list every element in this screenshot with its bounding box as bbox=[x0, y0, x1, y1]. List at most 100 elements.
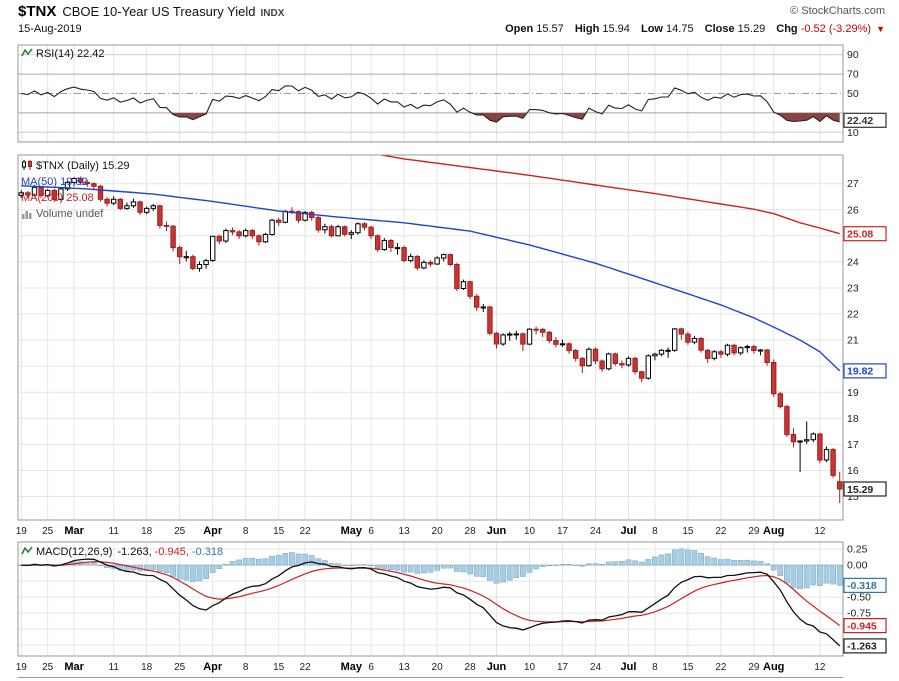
last-value-box bbox=[843, 363, 887, 379]
date-tick-label: Jul bbox=[621, 661, 637, 673]
date-tick-label: 13 bbox=[399, 526, 411, 537]
svg-text:15.29: 15.29 bbox=[847, 484, 873, 496]
price-panel: 27 26 24 23 22 21 19 18 17 16 15 25.08 19.82 15.29 bbox=[17, 154, 887, 521]
date-tick-label: 19 bbox=[16, 526, 28, 537]
axis-label: 23 bbox=[847, 282, 859, 294]
macd-signal-line bbox=[21, 561, 841, 627]
date-tick-label: 18 bbox=[141, 662, 153, 673]
volume-legend-row: Volume undef bbox=[21, 206, 130, 222]
date-tick-label: 6 bbox=[368, 526, 374, 537]
date-tick-label: 25 bbox=[42, 662, 54, 673]
candlestick-icon bbox=[21, 159, 33, 176]
date-tick-label: 15 bbox=[682, 662, 694, 673]
rsi-panel-border bbox=[17, 44, 844, 143]
svg-text:22.42: 22.42 bbox=[847, 115, 873, 127]
date-tick-label: Jul bbox=[621, 525, 637, 537]
exchange-label: INDX bbox=[260, 8, 285, 19]
date-tick-label: 12 bbox=[814, 662, 826, 673]
volume-bars-icon bbox=[21, 208, 33, 224]
indicator-icon bbox=[21, 47, 33, 62]
date-tick-label: Mar bbox=[64, 525, 84, 537]
date-tick-label: 17 bbox=[557, 662, 569, 673]
axis-label: 19 bbox=[847, 387, 859, 399]
ma50-line bbox=[21, 185, 841, 372]
date-tick-label: 12 bbox=[814, 526, 826, 537]
date-tick-label: Apr bbox=[203, 661, 223, 673]
last-value-box bbox=[843, 226, 887, 242]
volume-label: Volume undef bbox=[36, 208, 104, 220]
date-tick-label: 15 bbox=[273, 662, 285, 673]
axis-label: 17 bbox=[847, 439, 859, 451]
axis-label: -0.75 bbox=[847, 608, 871, 620]
last-value-box bbox=[843, 481, 887, 497]
axis-label: 10 bbox=[847, 127, 859, 139]
chg-label: Chg bbox=[776, 23, 798, 35]
date-tick-label: 11 bbox=[109, 526, 120, 537]
price-panel-border bbox=[17, 154, 844, 521]
date-tick-label: 15 bbox=[682, 526, 694, 537]
macd-panel: 0.25 0.00 -0.50 -0.75 -0.318 -0.945 -1.263 bbox=[17, 541, 887, 657]
date-tick-label: 18 bbox=[141, 526, 153, 537]
date-tick-label: 22 bbox=[300, 662, 312, 673]
low-value: 14.75 bbox=[666, 23, 694, 35]
rsi-label: RSI(14) 22.42 bbox=[36, 48, 105, 60]
macd-signal-value: -0.945, bbox=[154, 546, 189, 558]
chart-date: 15-Aug-2019 bbox=[18, 23, 82, 35]
indicator-icon bbox=[21, 545, 33, 560]
last-value-box bbox=[843, 577, 887, 594]
axis-label: 27 bbox=[847, 178, 859, 190]
date-tick-label: 19 bbox=[16, 662, 28, 673]
date-tick-label: 13 bbox=[399, 662, 411, 673]
x-axis-top: 19 25 Mar 11 18 25 Apr 8 15 22 May 6 13 20 28 Jun 10 17 24… bbox=[16, 525, 826, 537]
x-axis-bottom: 19 25 Mar 11 18 25 Apr 8 15 22 May 6 13 20 28 Jun 10 17 24… bbox=[16, 661, 826, 673]
ma50-legend: MA(50) 19.82 bbox=[21, 176, 88, 188]
date-tick-label: 10 bbox=[524, 526, 536, 537]
date-tick-label: 24 bbox=[590, 526, 602, 537]
svg-text:-0.945: -0.945 bbox=[847, 620, 877, 632]
date-tick-label: Aug bbox=[763, 525, 784, 537]
date-tick-label: 20 bbox=[432, 662, 444, 673]
date-tick-label: 25 bbox=[174, 662, 186, 673]
date-tick-label: 28 bbox=[465, 526, 477, 537]
ma200-line bbox=[377, 155, 840, 235]
chart-header: $TNX CBOE 10-Year US Treasury Yield INDX bbox=[18, 3, 284, 21]
svg-text:-1.263: -1.263 bbox=[847, 641, 877, 653]
date-tick-label: 22 bbox=[715, 526, 727, 537]
macd-panel-border bbox=[17, 541, 844, 657]
date-tick-label: 8 bbox=[243, 662, 249, 673]
date-tick-label: 25 bbox=[42, 526, 54, 537]
axis-label: 26 bbox=[847, 204, 859, 216]
last-value-box bbox=[843, 617, 887, 634]
macd-value: -1.263, bbox=[117, 546, 152, 558]
date-tick-label: Jun bbox=[487, 525, 507, 537]
date-tick-label: 10 bbox=[524, 662, 536, 673]
high-label: High bbox=[574, 23, 600, 35]
date-tick-label: 17 bbox=[557, 526, 569, 537]
date-tick-label: May bbox=[341, 661, 363, 673]
rsi-legend: RSI(14) 22.42 bbox=[21, 47, 104, 62]
svg-text:-0.318: -0.318 bbox=[847, 580, 877, 592]
price-symbol-label: $TNX (Daily) 15.29 bbox=[36, 160, 130, 172]
axis-label: 50 bbox=[847, 88, 859, 100]
date-tick-label: Jun bbox=[487, 661, 507, 673]
quote-strip: Open 15.57 High 15.94 Low 14.75 Close 15… bbox=[497, 23, 885, 35]
axis-label: 15 bbox=[847, 491, 859, 503]
date-tick-label: Aug bbox=[763, 661, 784, 673]
symbol: $TNX bbox=[18, 3, 57, 20]
date-tick-label: 28 bbox=[465, 662, 477, 673]
low-label: Low bbox=[640, 23, 663, 35]
date-tick-label: 25 bbox=[174, 526, 186, 537]
last-value-box bbox=[843, 112, 887, 128]
date-tick-label: 6 bbox=[368, 662, 374, 673]
price-legend-symbol-row: $TNX (Daily) 15.29 bbox=[21, 158, 130, 174]
open-value: 15.57 bbox=[536, 23, 564, 35]
axis-label: 16 bbox=[847, 465, 859, 477]
date-tick-label: 22 bbox=[300, 526, 312, 537]
date-tick-label: 11 bbox=[109, 662, 120, 673]
axis-label: 22 bbox=[847, 309, 859, 321]
axis-label: 70 bbox=[847, 69, 859, 81]
open-label: Open bbox=[505, 23, 534, 35]
